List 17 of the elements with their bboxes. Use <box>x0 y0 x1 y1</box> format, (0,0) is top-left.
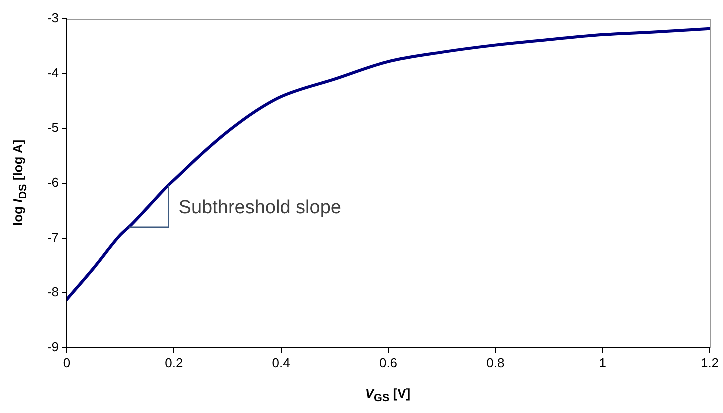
annotation: Subthreshold slope <box>178 197 342 218</box>
x-tick-label: 1.2 <box>700 355 720 370</box>
x-axis-title: V$_{GS}$ [V] <box>365 386 411 405</box>
y-tick-label: -6 <box>47 175 59 190</box>
line-series <box>67 27 710 302</box>
y-tick-label: -8 <box>47 284 59 300</box>
y-tick-label: -4 <box>47 65 59 80</box>
x-tick-label: 0.6 <box>379 355 398 370</box>
x-tick-label: 0.2 <box>165 355 184 370</box>
x-tick-label: 0.8 <box>486 355 505 370</box>
y-tick-label: -7 <box>47 230 59 245</box>
x-tick-label: 0.4 <box>272 355 290 370</box>
x-tick-label: 1 <box>599 355 606 370</box>
y-tick-label: -3 <box>47 10 59 26</box>
y-tick-label: -5 <box>47 120 59 136</box>
x-tick-label: 0 <box>63 355 71 370</box>
y-tick-label: -9 <box>47 340 59 355</box>
